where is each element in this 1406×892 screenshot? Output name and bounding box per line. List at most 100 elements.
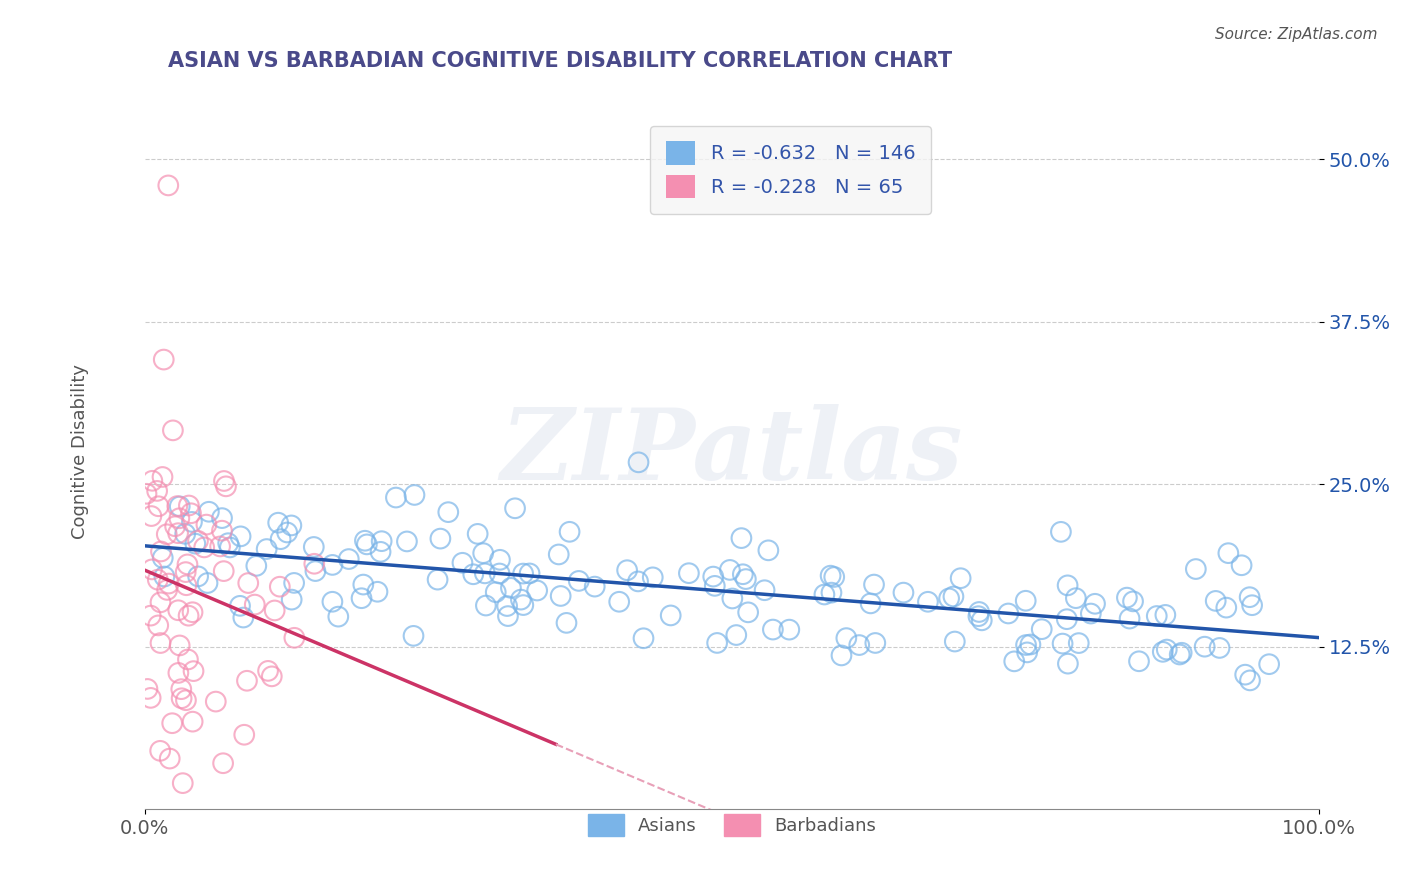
Point — [488, 566, 510, 581]
Point — [356, 537, 378, 551]
Point — [160, 716, 183, 731]
Point — [174, 693, 197, 707]
Point — [209, 540, 232, 554]
Point — [229, 599, 252, 613]
Point — [823, 570, 845, 584]
Point — [165, 519, 187, 533]
Point — [942, 590, 965, 604]
Point — [149, 595, 172, 609]
Point — [633, 632, 655, 646]
Point — [938, 591, 960, 606]
Point — [485, 585, 508, 599]
Point — [172, 776, 194, 790]
Point — [170, 682, 193, 697]
Point — [550, 589, 572, 603]
Point — [181, 515, 204, 529]
Point — [328, 609, 350, 624]
Point — [1067, 636, 1090, 650]
Point — [731, 567, 754, 582]
Point — [212, 564, 235, 578]
Point — [429, 532, 451, 546]
Point — [1118, 611, 1140, 625]
Point — [558, 524, 581, 539]
Point — [212, 474, 235, 488]
Point — [337, 552, 360, 566]
Point — [187, 569, 209, 583]
Point — [136, 681, 159, 696]
Point — [243, 598, 266, 612]
Point — [280, 592, 302, 607]
Point — [1234, 667, 1257, 681]
Point — [437, 505, 460, 519]
Point — [187, 533, 209, 548]
Point — [583, 580, 606, 594]
Point — [280, 518, 302, 533]
Point — [1258, 657, 1281, 672]
Point — [232, 610, 254, 624]
Point — [1194, 640, 1216, 654]
Point — [1031, 622, 1053, 636]
Point — [354, 533, 377, 548]
Point — [859, 596, 882, 610]
Point — [159, 751, 181, 765]
Point — [233, 728, 256, 742]
Point — [176, 578, 198, 592]
Point — [496, 599, 519, 613]
Legend: Asians, Barbadians: Asians, Barbadians — [581, 806, 883, 843]
Point — [1064, 591, 1087, 606]
Point — [1052, 636, 1074, 650]
Point — [211, 524, 233, 538]
Point — [177, 608, 200, 623]
Point — [1218, 546, 1240, 560]
Point — [607, 595, 630, 609]
Point — [153, 569, 176, 583]
Point — [1084, 597, 1107, 611]
Point — [283, 575, 305, 590]
Point — [943, 634, 966, 648]
Point — [181, 714, 204, 729]
Point — [734, 572, 756, 586]
Point — [176, 558, 198, 572]
Point — [156, 527, 179, 541]
Point — [426, 573, 449, 587]
Point — [1241, 598, 1264, 612]
Point — [970, 613, 993, 627]
Y-axis label: Cognitive Disability: Cognitive Disability — [72, 364, 89, 540]
Point — [499, 581, 522, 595]
Point — [509, 592, 531, 607]
Point — [512, 598, 534, 612]
Point — [1116, 591, 1139, 605]
Point — [949, 571, 972, 585]
Point — [395, 534, 418, 549]
Point — [1239, 673, 1261, 688]
Point — [475, 599, 498, 613]
Point — [366, 584, 388, 599]
Point — [236, 673, 259, 688]
Point — [148, 500, 170, 514]
Point — [863, 577, 886, 591]
Point — [167, 603, 190, 617]
Point — [848, 638, 870, 652]
Point — [730, 531, 752, 545]
Point — [169, 639, 191, 653]
Point — [146, 573, 169, 587]
Point — [167, 526, 190, 541]
Point — [967, 605, 990, 619]
Point — [830, 648, 852, 663]
Point — [149, 636, 172, 650]
Point — [283, 631, 305, 645]
Point — [177, 652, 200, 666]
Point — [1239, 590, 1261, 604]
Point — [167, 665, 190, 680]
Point — [526, 583, 548, 598]
Point — [139, 690, 162, 705]
Point — [489, 553, 512, 567]
Point — [703, 579, 725, 593]
Point — [474, 566, 496, 581]
Point — [141, 509, 163, 524]
Point — [1152, 645, 1174, 659]
Text: Source: ZipAtlas.com: Source: ZipAtlas.com — [1215, 27, 1378, 42]
Point — [1056, 578, 1078, 592]
Point — [198, 505, 221, 519]
Point — [302, 540, 325, 554]
